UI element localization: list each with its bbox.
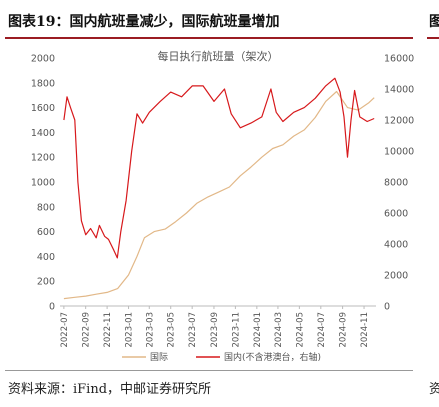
right-y-tick-label: 10000 <box>384 147 414 158</box>
figure-title: 图表19：国内航班量减少，国际航班量增加 <box>8 14 280 30</box>
source-note: 资料来源：iFind，中邮证券研究所 <box>8 382 212 397</box>
chart-title: 每日执行航班量（架次） <box>158 49 279 63</box>
left-y-tick-label: 1000 <box>31 178 55 189</box>
right-y-tick-label: 2000 <box>384 271 408 282</box>
left-y-tick-label: 1600 <box>31 103 55 114</box>
next-source-fragment: 资 <box>429 382 439 397</box>
x-tick-label: 2023-01 <box>125 312 135 348</box>
x-tick-label: 2023-11 <box>231 312 241 348</box>
x-tick-label: 2022-11 <box>103 312 113 348</box>
right-y-tick-label: 8000 <box>384 178 408 189</box>
right-y-tick-label: 0 <box>384 302 390 313</box>
x-tick-label: 2022-09 <box>82 312 92 348</box>
series-line-domestic <box>63 77 375 259</box>
x-tick-label: 2022-07 <box>60 312 70 348</box>
x-tick-label: 2024-11 <box>360 312 370 348</box>
legend-label: 国内(不含港澳台，右轴) <box>224 351 321 363</box>
right-y-tick-label: 12000 <box>384 116 414 127</box>
chart: 每日执行航班量（架次） 0 200 400 600 800 1000 1200 1400 160… <box>31 49 414 363</box>
left-y-tick-label: 600 <box>37 227 55 238</box>
left-y-axis: 0 200 400 600 800 1000 1200 1400 1600 1800 2000 <box>31 54 55 313</box>
next-figure-title-fragment: 图 <box>429 14 439 30</box>
left-y-tick-label: 0 <box>49 302 55 313</box>
right-y-axis: 0 2000 4000 6000 8000 10000 12000 14000 16000 <box>384 54 414 313</box>
left-y-tick-label: 1200 <box>31 153 55 164</box>
left-y-tick-label: 1800 <box>31 78 55 89</box>
left-y-tick-label: 1400 <box>31 128 55 139</box>
left-y-tick-label: 800 <box>37 202 55 213</box>
x-tick-label: 2023-05 <box>167 312 177 348</box>
legend-label: 国际 <box>150 352 168 363</box>
left-y-tick-label: 400 <box>37 252 55 263</box>
x-tick-label: 2024-07 <box>317 312 327 348</box>
right-y-tick-label: 6000 <box>384 209 408 220</box>
right-y-tick-label: 14000 <box>384 85 414 96</box>
x-tick-label: 2023-03 <box>145 312 155 348</box>
bottom-rule <box>5 370 413 371</box>
figure-header: 图表19：国内航班量减少，国际航班量增加 图 <box>0 0 439 40</box>
title-rule <box>5 37 413 39</box>
left-y-tick-label: 200 <box>37 277 55 288</box>
x-tick-label: 2024-05 <box>295 312 305 348</box>
left-y-tick-label: 2000 <box>31 54 55 65</box>
x-tick-label: 2023-09 <box>210 312 220 348</box>
right-y-tick-label: 4000 <box>384 240 408 251</box>
legend: 国际 国内(不含港澳台，右轴) <box>122 351 321 363</box>
right-y-tick-label: 16000 <box>384 54 414 65</box>
series-layer <box>63 77 375 300</box>
x-axis: 2022-07 2022-09 2022-11 2023-01 2023-03 2023-… <box>60 305 376 348</box>
x-tick-label: 2024-01 <box>253 312 263 348</box>
next-title-rule <box>427 37 439 39</box>
x-tick-label: 2024-03 <box>274 312 284 348</box>
series-line-international <box>63 90 375 300</box>
x-tick-label: 2023-07 <box>188 312 198 348</box>
x-tick-label: 2024-09 <box>339 312 349 348</box>
